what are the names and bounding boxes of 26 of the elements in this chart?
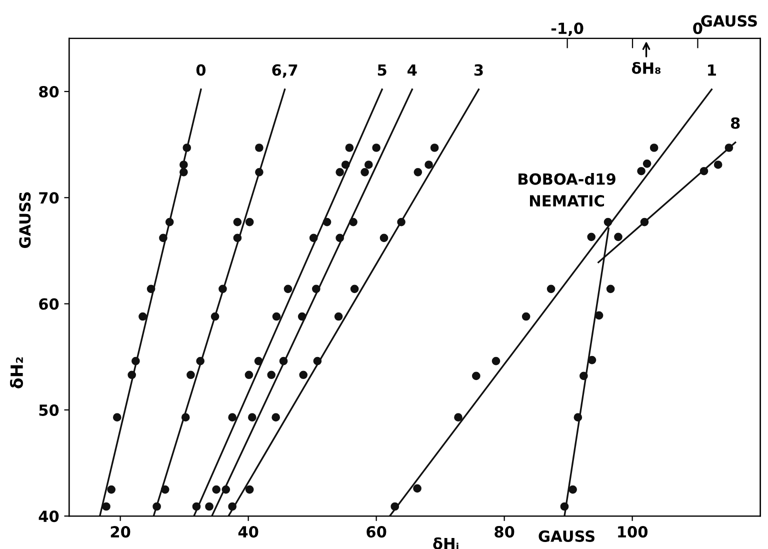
series-label: 1 [708,64,716,76]
series-label: 5 [378,64,386,76]
series-label: 4 [408,64,417,76]
annotation: δH₈ [632,62,661,74]
y-tick-label: 50 [39,404,59,416]
y-axis-title: δH₂ [10,357,24,388]
text: GAUSS [538,530,594,542]
x2-tick-label: 0 [693,22,702,34]
x-tick-label: 100 [618,526,648,538]
y-tick-label: 40 [38,510,59,522]
series-label: 6,7 [272,64,298,78]
x-tick-label: 80 [494,526,514,538]
x-axis-title: δHᵢ [433,537,458,549]
series-label: 8 [730,117,740,129]
y-tick-label: 70 [39,192,59,204]
x2-axis-title: GAUSS [701,15,757,27]
x-tick-label: 20 [110,526,130,538]
series-label: 0 [196,64,206,76]
x-tick-label: 60 [366,526,386,538]
series-label: 3 [474,64,483,76]
y-tick-label: 80 [39,86,59,98]
x2-tick-label: -1,0 [551,22,584,36]
y-tick-label: 60 [39,298,59,310]
annotation: BOBOA-d19 NEMATIC [518,173,616,207]
x-tick-label: 40 [238,526,258,538]
text: GAUSS [19,192,31,248]
